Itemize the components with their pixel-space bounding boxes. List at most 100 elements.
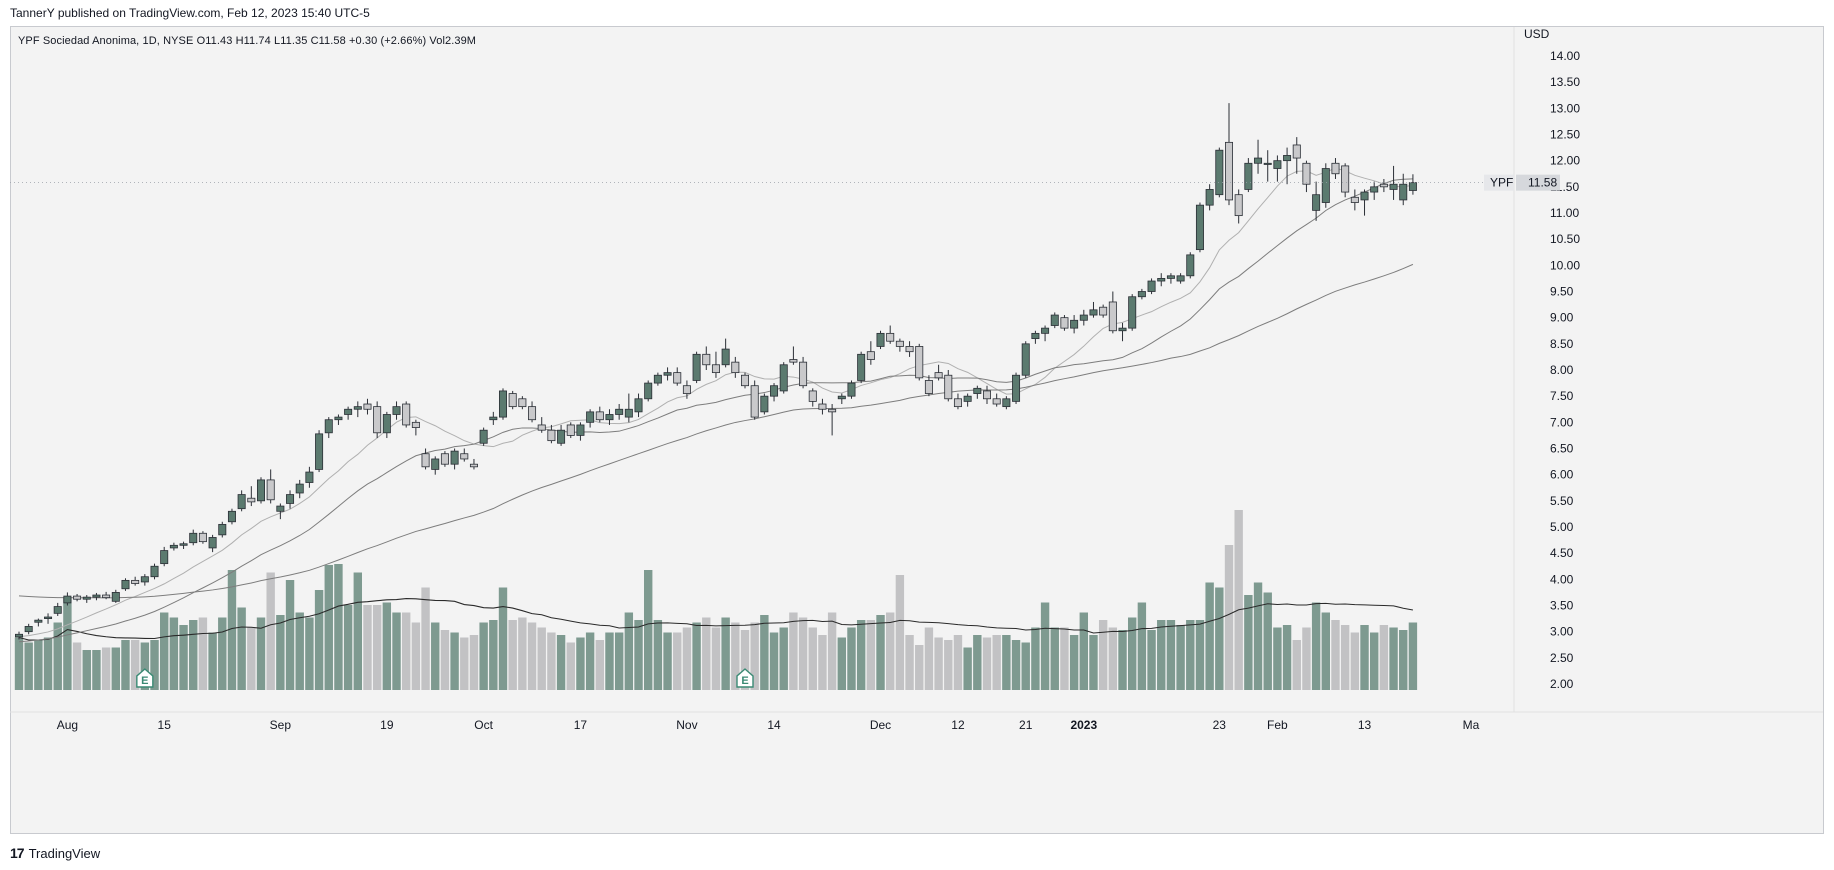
candle-body [615, 408, 624, 415]
candle [53, 602, 62, 616]
volume-bar [469, 635, 479, 690]
candle-body [537, 424, 546, 431]
candle [334, 414, 343, 425]
candle-body [121, 579, 130, 590]
candle-body [721, 348, 730, 366]
candle [363, 398, 372, 415]
candle [1099, 304, 1108, 318]
volume-bar [634, 620, 643, 690]
candle [837, 393, 846, 405]
candle-body [963, 395, 972, 402]
volume-bar [779, 627, 788, 690]
candle [276, 503, 285, 520]
volume-bar [1089, 635, 1098, 690]
candle [828, 404, 837, 436]
time-tick-label: 14 [767, 718, 781, 732]
candle-body [1321, 168, 1330, 203]
candle-body [1370, 186, 1379, 193]
candle [1205, 184, 1214, 211]
volume-bar [150, 640, 159, 690]
tradingview-logo[interactable]: 17 TradingView [10, 845, 100, 861]
volume-bar [644, 570, 653, 690]
candle-body [286, 494, 295, 504]
time-tick-label: 23 [1213, 718, 1227, 732]
candle-body [1244, 162, 1253, 190]
candle-body [1176, 275, 1185, 282]
candle-body [566, 424, 575, 436]
candle [431, 456, 440, 475]
volume-bar [1147, 630, 1156, 690]
candle-body [227, 510, 236, 523]
earnings-event-icon[interactable]: E [136, 668, 154, 688]
candle [711, 351, 720, 378]
volume-bar [227, 570, 237, 690]
candle [586, 409, 595, 428]
earnings-badge-label: E [141, 675, 148, 687]
candle-body [1041, 327, 1050, 334]
candle-body [1263, 162, 1272, 165]
candle-body [1360, 191, 1369, 201]
volume-bar [382, 602, 392, 690]
candle-body [179, 543, 188, 546]
candle-body [741, 374, 750, 387]
candle [237, 490, 246, 512]
candle [653, 372, 662, 386]
volume-bar [14, 637, 24, 690]
volume-bar [973, 635, 982, 690]
volume-bar [818, 635, 827, 690]
candle-body [886, 332, 895, 342]
candle [286, 490, 295, 509]
candle-body [247, 497, 256, 503]
candle-body [1379, 183, 1388, 188]
candle-body [576, 424, 585, 436]
candle [1331, 158, 1340, 179]
candle-body [1399, 183, 1408, 201]
volume-bar [363, 605, 372, 690]
candle [547, 424, 556, 444]
volume-bar [1340, 625, 1350, 690]
volume-bar [266, 572, 275, 690]
candle-body [373, 406, 382, 434]
volume-bar [614, 632, 624, 690]
candle [528, 401, 537, 423]
volume-bar [1108, 627, 1118, 690]
volume-bar [237, 607, 246, 690]
candle [1118, 322, 1127, 342]
candle-body [1195, 204, 1204, 251]
candle-body [102, 594, 111, 599]
candle-body [363, 403, 372, 410]
candle [1166, 273, 1175, 284]
candle-body [1341, 165, 1350, 193]
chart-frame[interactable] [10, 26, 1824, 834]
candle-body [411, 421, 420, 428]
candle [256, 477, 265, 504]
time-tick-label: Sep [270, 718, 292, 732]
volume-bar [847, 627, 856, 690]
candle-body [799, 361, 808, 387]
candle-body [1350, 196, 1359, 203]
price-tick-label: 9.00 [1550, 311, 1574, 325]
candle-body [760, 395, 769, 413]
candle [247, 486, 256, 507]
earnings-event-icon[interactable]: E [736, 668, 754, 688]
candle-body [169, 544, 178, 549]
candle [934, 364, 943, 381]
candle [818, 398, 827, 415]
candle [1292, 137, 1301, 174]
time-tick-label: 15 [158, 718, 172, 732]
sma-layer [18, 167, 1414, 643]
candle [1389, 165, 1398, 200]
candle [150, 563, 159, 580]
volume-bar [295, 612, 304, 690]
candle-body [702, 353, 711, 366]
candle [770, 383, 779, 402]
candle [160, 546, 169, 567]
candle [63, 592, 72, 606]
candle-body [1273, 160, 1282, 169]
candle-body [131, 579, 140, 584]
candle [944, 370, 953, 402]
candle-body [63, 595, 72, 604]
candle [1350, 189, 1359, 211]
volume-bar [808, 627, 817, 690]
